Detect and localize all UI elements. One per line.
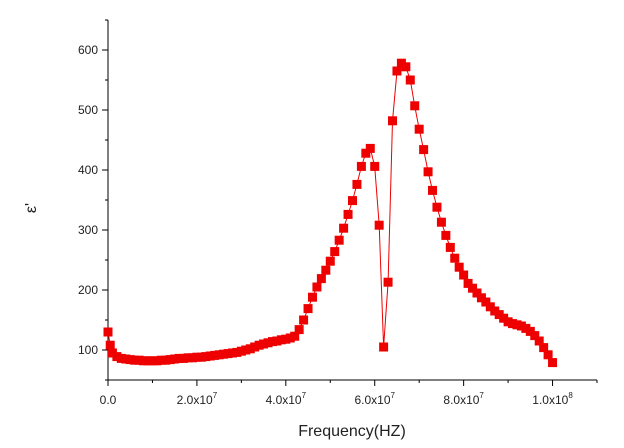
data-point xyxy=(348,196,357,206)
data-point xyxy=(539,343,549,353)
data-point xyxy=(481,297,491,307)
data-point xyxy=(365,143,375,153)
data-point xyxy=(472,288,482,298)
data-point xyxy=(379,342,389,352)
data-point xyxy=(405,75,415,85)
data-point xyxy=(454,262,464,272)
data-point xyxy=(299,315,309,325)
data-point xyxy=(468,283,478,293)
data-point xyxy=(463,278,473,288)
data-point xyxy=(294,325,304,335)
y-axis-title: ε' xyxy=(23,203,40,213)
data-point xyxy=(450,253,460,263)
data-point xyxy=(339,223,349,233)
x-tick-label: 2.0x107 xyxy=(177,391,218,407)
data-point xyxy=(334,235,344,245)
markers xyxy=(103,58,558,368)
data-point xyxy=(441,230,451,240)
data-point xyxy=(432,202,442,212)
data-point xyxy=(374,220,384,230)
data-point xyxy=(370,161,380,171)
data-point xyxy=(534,336,544,346)
data-point xyxy=(548,358,558,368)
data-point xyxy=(343,209,353,219)
data-point xyxy=(419,145,429,155)
x-tick-label: 1.0x108 xyxy=(532,391,573,407)
data-point xyxy=(290,331,300,341)
data-point xyxy=(103,327,113,337)
x-tick-label: 6.0x107 xyxy=(354,391,395,407)
ticks: 0.0 2.0x107 4.0x107 6.0x107 8.0x107 1.0x108 10… xyxy=(78,19,598,407)
data-point xyxy=(316,274,326,284)
x-tick-label: 4.0x107 xyxy=(266,391,307,407)
data-point xyxy=(388,116,398,126)
data-point xyxy=(445,242,455,252)
data-point xyxy=(356,161,366,171)
x-tick-label: 8.0x107 xyxy=(443,391,484,407)
data-point xyxy=(410,101,420,111)
y-tick-label: 100 xyxy=(78,343,98,357)
data-point xyxy=(312,282,322,292)
data-point xyxy=(414,124,424,134)
data-point xyxy=(459,270,469,280)
data-point xyxy=(401,62,411,72)
data-point xyxy=(325,256,335,266)
y-tick-label: 400 xyxy=(78,163,98,177)
data-point xyxy=(436,217,446,227)
x-tick-label: 0.0 xyxy=(100,393,117,407)
x-axis-title: Frequency(HZ) xyxy=(298,423,406,440)
data-point xyxy=(352,179,362,189)
data-point xyxy=(428,185,438,195)
y-tick-label: 300 xyxy=(78,223,98,237)
data-point xyxy=(361,148,371,158)
data-point xyxy=(392,66,402,76)
data-point xyxy=(303,304,313,314)
data-point xyxy=(330,247,340,257)
y-tick-label: 600 xyxy=(78,43,98,57)
series-line xyxy=(107,62,553,363)
data-point xyxy=(307,292,317,302)
data-point xyxy=(543,350,553,360)
data-point xyxy=(321,265,331,275)
y-tick-label: 200 xyxy=(78,283,98,297)
y-tick-label: 500 xyxy=(78,103,98,117)
data-point xyxy=(105,340,115,350)
data-point xyxy=(423,167,433,177)
data-point xyxy=(383,277,393,287)
data-point xyxy=(530,331,540,341)
